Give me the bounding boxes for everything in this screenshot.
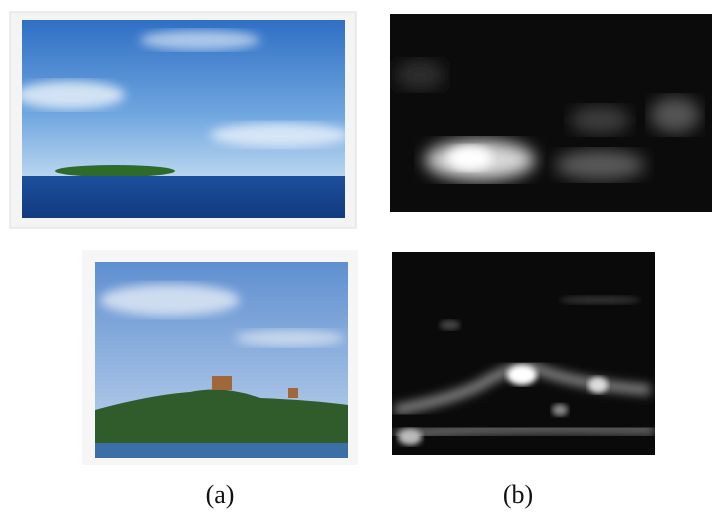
saliency-map-top — [378, 6, 718, 220]
body: (a) (b) (() => { const data = JSON.parse… — [0, 0, 718, 519]
page: {"captions": ["(a)", "(b)"]} html, body … — [0, 0, 718, 519]
photo-sea-island — [10, 12, 356, 228]
saliency-map-bottom — [392, 252, 655, 455]
caption: (b) — [503, 480, 533, 509]
photo-hill-pagoda — [82, 250, 358, 465]
caption: (a) — [206, 480, 235, 509]
figure: (a) (b) — [0, 0, 718, 519]
